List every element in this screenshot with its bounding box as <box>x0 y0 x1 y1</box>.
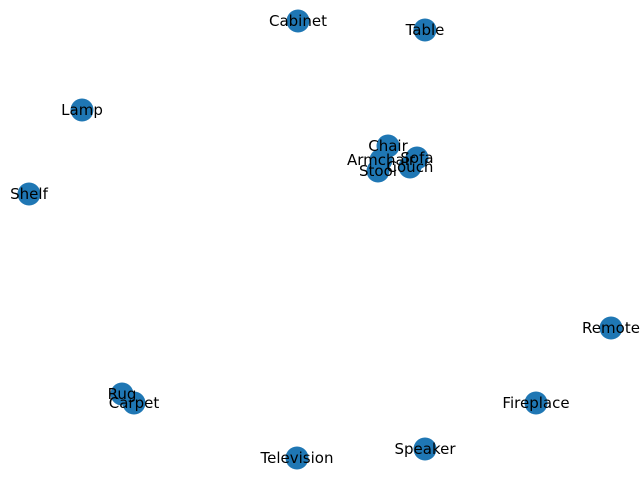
node-shelf <box>17 182 41 206</box>
node-label-cabinet: Cabinet <box>269 12 327 30</box>
node-label-carpet: Carpet <box>109 394 160 412</box>
node-label-couch: Couch <box>387 158 434 176</box>
node-cabinet <box>286 9 310 33</box>
node-speaker <box>413 437 437 461</box>
node-label-lamp: Lamp <box>61 101 103 119</box>
node-label-speaker: Speaker <box>394 440 456 458</box>
node-label-television: Television <box>260 449 334 467</box>
node-label-stool: Stool <box>359 162 397 180</box>
labels-layer: Cabinet Table Lamp ChairSofaArmchairCouchSt… <box>10 12 640 467</box>
node-label-sofa: Sofa <box>400 149 433 167</box>
node-label-shelf: Shelf <box>10 185 48 203</box>
node-label-rug: Rug <box>108 385 137 403</box>
node-label-table: Table <box>405 21 445 39</box>
nodes-layer <box>17 9 623 470</box>
node-stool <box>366 159 390 183</box>
node-carpet <box>122 391 146 415</box>
node-label-armchair: Armchair <box>347 151 416 169</box>
node-lamp <box>70 98 94 122</box>
node-couch <box>398 155 422 179</box>
node-table <box>413 18 437 42</box>
node-label-chair: Chair <box>368 137 408 155</box>
node-remote <box>599 316 623 340</box>
node-fireplace <box>524 391 548 415</box>
node-television <box>285 446 309 470</box>
node-label-remote: Remote <box>582 319 640 337</box>
node-label-fireplace: Fireplace <box>502 394 569 412</box>
